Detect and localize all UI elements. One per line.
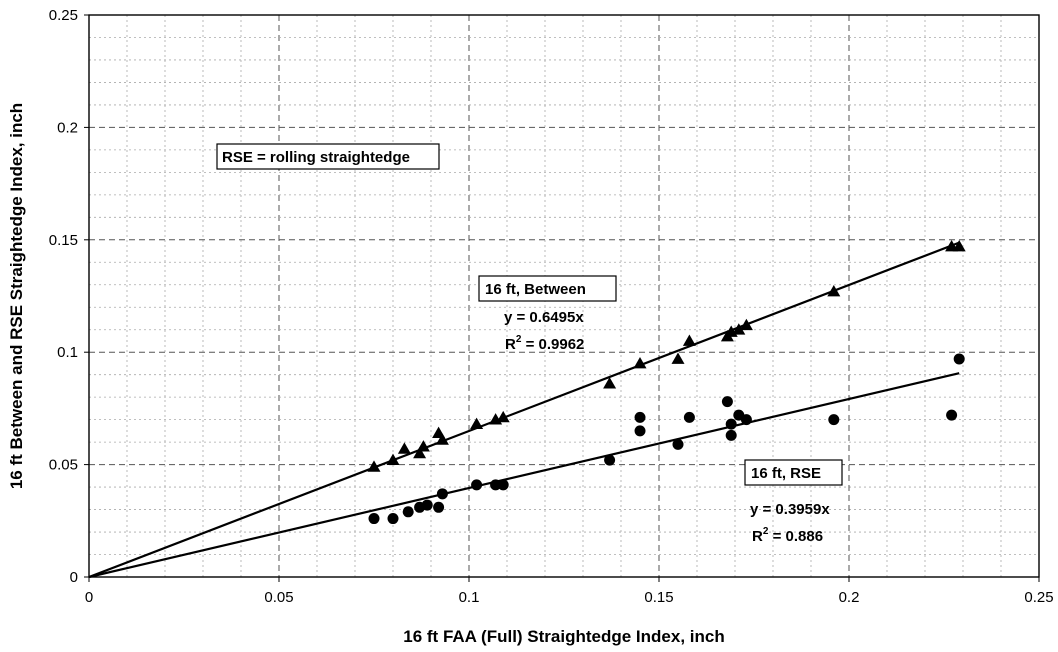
x-tick-label: 0 — [85, 589, 93, 606]
x-tick-label: 0.25 — [1024, 589, 1053, 606]
rse-point — [490, 479, 502, 491]
between-point — [732, 323, 746, 335]
between-r2-value: = 0.9962 — [521, 336, 584, 353]
rse-point — [740, 414, 752, 426]
rse-point — [368, 513, 380, 525]
rse-point — [387, 513, 399, 525]
x-tick-label: 0.1 — [459, 589, 480, 606]
between-point — [386, 453, 400, 465]
rse-point — [953, 353, 965, 365]
y-axis-title: 16 ft Between and RSE Straightedge Index… — [7, 103, 26, 489]
rse-series-label: 16 ft, RSE — [751, 465, 821, 482]
between-equation: y = 0.6495x — [504, 309, 584, 326]
between-point — [413, 446, 427, 459]
between-trendline — [88, 241, 960, 579]
rse-point — [421, 499, 433, 511]
x-axis-title: 16 ft FAA (Full) Straightedge Index, inc… — [403, 627, 724, 646]
rse-point — [604, 454, 616, 466]
rse-point — [402, 506, 414, 518]
between-point — [952, 240, 966, 252]
rse-point — [471, 479, 483, 491]
rse-point — [721, 396, 733, 408]
between-point — [416, 440, 430, 452]
trendlines — [88, 241, 960, 579]
rse-point — [634, 425, 646, 437]
y-tick-label: 0.15 — [49, 232, 78, 249]
note-text: RSE = rolling straightedge — [222, 149, 410, 166]
y-tick-label: 0.1 — [57, 344, 78, 361]
between-series-label: 16 ft, Between — [485, 281, 586, 298]
y-tick-label: 0.05 — [49, 457, 78, 474]
rse-label-box — [744, 459, 843, 486]
tick-labels: 0 0.05 0.1 0.15 0.2 0.25 0 0.05 0.1 0.15 0.2 0.25 — [49, 7, 1054, 606]
between-label-box — [478, 275, 617, 302]
between-r2-label: R — [505, 336, 516, 353]
rse-point — [436, 488, 448, 500]
rse-r2-label: R — [752, 528, 763, 545]
x-tick-label: 0.15 — [644, 589, 673, 606]
between-point — [397, 442, 411, 454]
y-tick-label: 0.25 — [49, 7, 78, 24]
between-point — [367, 460, 381, 472]
rse-equation: y = 0.3959x — [750, 501, 830, 518]
between-point — [633, 356, 647, 369]
rse-r2: R2 = 0.886 — [752, 526, 823, 545]
rse-point — [672, 438, 684, 450]
note-box — [216, 143, 440, 170]
between-point — [682, 334, 696, 346]
rse-point — [683, 411, 695, 423]
data-markers — [367, 240, 966, 525]
rse-point — [946, 409, 958, 421]
rse-point — [497, 479, 509, 491]
between-point — [435, 433, 449, 445]
rse-point — [725, 418, 737, 430]
rse-r2-value: = 0.886 — [768, 528, 823, 545]
between-r2-superscript: 2 — [516, 334, 522, 345]
between-point — [496, 410, 510, 423]
rse-point — [433, 501, 445, 513]
between-point — [671, 352, 685, 364]
between-point — [603, 377, 617, 389]
x-tick-label: 0.05 — [264, 589, 293, 606]
x-tick-label: 0.2 — [839, 589, 860, 606]
y-tick-label: 0 — [70, 569, 78, 586]
rse-point — [725, 429, 737, 441]
between-point — [470, 417, 484, 430]
rse-point — [634, 411, 646, 423]
rse-point — [828, 414, 840, 426]
between-point — [739, 318, 753, 331]
plot-area-frame — [88, 14, 1040, 578]
rse-r2-superscript: 2 — [763, 526, 769, 537]
between-r2: R2 = 0.9962 — [505, 334, 584, 353]
y-tick-label: 0.2 — [57, 119, 78, 136]
between-point — [827, 285, 841, 297]
rse-trendline — [88, 372, 960, 579]
